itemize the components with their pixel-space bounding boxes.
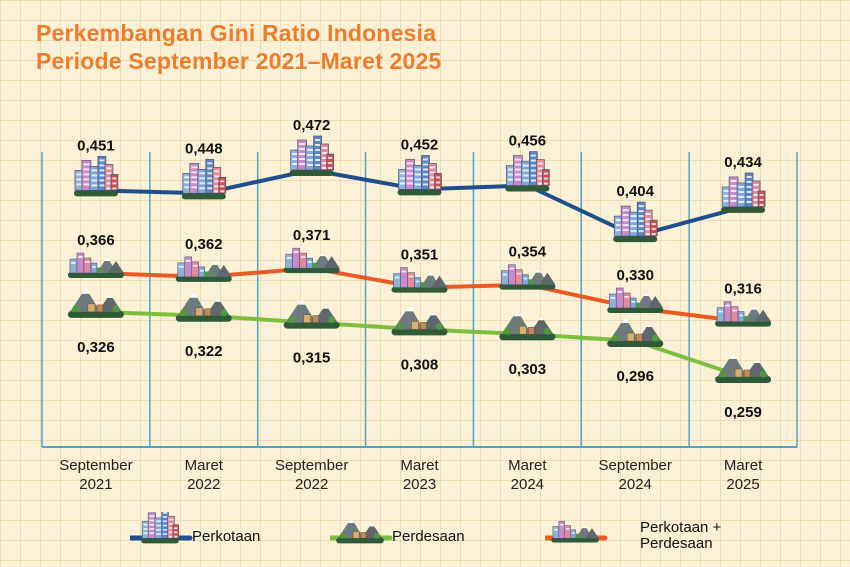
x-tick-label: Maret 2022 [144,456,264,494]
x-tick-label: September 2022 [252,456,372,494]
data-label: 0,351 [401,247,439,264]
legend-item: Perdesaan [330,512,560,556]
city-buildings-icon [73,156,119,197]
chart-axes [41,152,798,448]
data-label: 0,316 [724,281,762,298]
data-label: 0,362 [185,236,223,253]
mountain-village-icon [715,353,772,383]
x-tick-label-line: September [274,457,349,474]
x-tick-label-line: September [598,457,672,474]
legend-item: Perkotaan [130,512,360,556]
x-tick-label-line: 2024 [618,476,652,493]
x-tick-label-line: Maret [508,457,547,474]
legend-label: Perkotaan [192,528,261,545]
city-and-mountain-icon [551,521,599,543]
x-tick-label-line: Maret [184,457,223,474]
mountain-village-icon [175,291,232,322]
x-tick-label: Maret 2024 [467,456,587,494]
data-label: 0,303 [509,361,547,378]
data-label: 0,456 [509,133,547,150]
data-label: 0,308 [401,356,439,373]
city-and-mountain-icon [499,264,556,290]
series-perdesaan: 0,326 0,322 0,315 0,308 0,303 0,296 0,259 [67,287,772,421]
city-buildings-icon [141,512,179,544]
legend-swatch [545,521,608,543]
data-label: 0,366 [77,232,115,249]
city-buildings-icon [397,155,442,196]
legend-label: Perdesaan [392,528,465,545]
legend-swatch [330,517,393,544]
x-tick-label: Maret 2023 [360,456,480,494]
city-buildings-icon [721,172,766,213]
x-tick-label-line: 2024 [510,476,545,493]
chart-title-line-1: Perkembangan Gini Ratio Indonesia [36,20,437,46]
x-tick-label-line: Maret [723,457,763,474]
mountain-village-icon [336,517,384,544]
data-label: 0,452 [401,136,439,153]
mountain-village-icon [499,310,556,341]
mountain-village-icon [607,317,664,348]
x-tick-label-line: September [59,457,133,474]
city-buildings-icon [289,135,334,176]
data-label: 0,322 [185,343,223,360]
x-tick-label: Maret 2025 [683,456,803,494]
data-label: 0,296 [616,368,654,385]
city-buildings-icon [613,201,658,243]
city-buildings-icon [505,151,550,192]
city-and-mountain-icon [283,247,340,274]
legend-item: Perkotaan + Perdesaan [545,512,775,556]
x-tick-label-line: 2022 [294,476,329,493]
mountain-village-icon [391,305,448,336]
x-tick-label: September 2021 [36,456,156,494]
mountain-village-icon [283,298,340,329]
city-and-mountain-icon [67,252,124,279]
data-label: 0,326 [77,339,115,356]
x-tick-label-line: Maret [400,457,439,474]
data-label: 0,451 [77,137,115,154]
data-label: 0,404 [616,183,654,200]
mountain-village-icon [67,287,124,318]
x-tick-label-line: 2023 [402,476,437,493]
series-perkotaan: 0,451 0,448 0,472 0,452 0,456 0,404 0,434 [73,117,766,243]
city-and-mountain-icon [175,256,232,282]
series-perkotaan-perdesaan: 0,366 0,362 0,371 0,351 0,354 0,330 0,316 [67,227,772,327]
data-label: 0,472 [293,117,331,134]
data-label: 0,448 [185,140,223,157]
x-tick-label: September 2024 [575,456,695,494]
city-and-mountain-icon [607,287,664,313]
data-label: 0,259 [724,404,762,421]
data-label: 0,315 [293,350,331,367]
city-and-mountain-icon [391,267,448,293]
legend-swatch [130,512,193,544]
city-buildings-icon [181,159,227,200]
data-label: 0,354 [509,244,547,261]
data-label: 0,434 [724,154,762,171]
legend-label: Perkotaan + Perdesaan [640,519,722,552]
data-label: 0,371 [293,227,331,244]
data-label: 0,330 [616,267,654,284]
x-tick-label-line: 2025 [726,476,760,493]
city-and-mountain-icon [715,301,772,327]
chart-title-line-2: Periode September 2021–Maret 2025 [36,48,442,74]
x-tick-label-line: 2021 [79,476,113,493]
x-tick-label-line: 2022 [187,476,221,493]
